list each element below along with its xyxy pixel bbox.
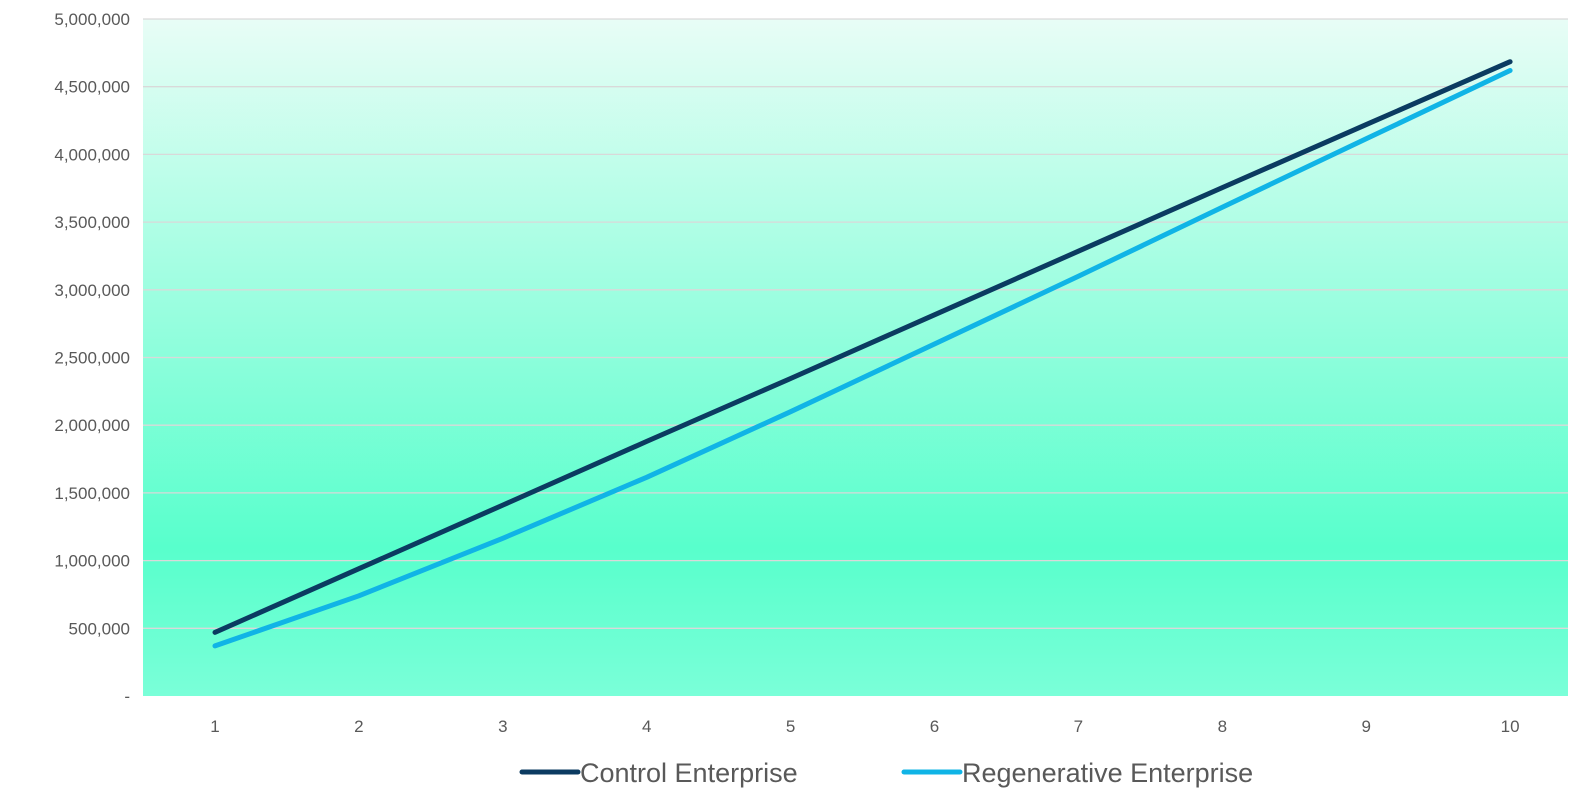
y-tick-label: 5,000,000 <box>54 10 130 29</box>
y-tick-label: - <box>124 687 130 706</box>
legend: Control Enterprise Regenerative Enterpris… <box>519 758 1253 788</box>
y-tick-label: 3,000,000 <box>54 281 130 300</box>
y-tick-label: 4,500,000 <box>54 78 130 97</box>
y-tick-label: 1,000,000 <box>54 552 130 571</box>
y-tick-label: 2,000,000 <box>54 416 130 435</box>
x-tick-label: 2 <box>354 717 363 736</box>
x-tick-label: 7 <box>1074 717 1083 736</box>
series-lines <box>212 59 1513 649</box>
series-line-regenerative-enterprise <box>212 68 1513 649</box>
x-tick-label: 10 <box>1501 717 1520 736</box>
x-tick-label: 1 <box>210 717 219 736</box>
x-tick-label: 5 <box>786 717 795 736</box>
x-tick-label: 3 <box>498 717 507 736</box>
series-line-control-enterprise <box>212 59 1513 635</box>
y-tick-label: 4,000,000 <box>54 145 130 164</box>
x-tick-label: 6 <box>930 717 939 736</box>
y-tick-label: 500,000 <box>69 619 130 638</box>
y-axis: - 500,000 1,000,000 1,500,000 2,000,000 2,500… <box>54 10 130 706</box>
legend-label: Control Enterprise <box>580 758 798 788</box>
y-tick-label: 1,500,000 <box>54 484 130 503</box>
y-tick-label: 3,500,000 <box>54 213 130 232</box>
y-tick-label: 2,500,000 <box>54 349 130 368</box>
legend-label: Regenerative Enterprise <box>962 758 1253 788</box>
x-tick-label: 9 <box>1361 717 1370 736</box>
x-tick-label: 8 <box>1218 717 1227 736</box>
gridlines <box>143 18 1568 629</box>
x-axis: 1 2 3 4 5 6 7 8 9 10 <box>210 717 1519 736</box>
x-tick-label: 4 <box>642 717 651 736</box>
